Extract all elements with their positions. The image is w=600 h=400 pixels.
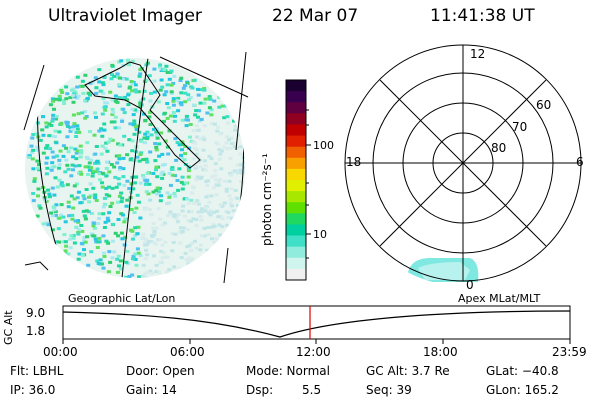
status-glon: GLon: 165.2 — [486, 383, 559, 397]
status-dsp-value: 5.5 — [302, 383, 322, 397]
altitude-curve — [62, 310, 571, 338]
instrument-title: Ultraviolet Imager — [48, 6, 202, 26]
altitude-timeline — [62, 305, 571, 344]
timeline-xtick: 18:00 — [423, 345, 458, 359]
mlt-label-0: 0 — [466, 278, 474, 292]
polar-plot — [344, 44, 582, 282]
timeline-ytick-bottom: 1.8 — [26, 324, 46, 338]
colorbar-unit-label: photon cm⁻²s⁻¹ — [260, 153, 274, 246]
colorbar — [285, 79, 311, 281]
lat-label-80: 80 — [491, 141, 507, 155]
timeline-xtick: 06:00 — [170, 345, 205, 359]
timeline-xtick: 23:59 — [552, 345, 587, 359]
status-dsp-label: Dsp: — [246, 383, 274, 397]
status-gc-alt: GC Alt: 3.7 Re — [366, 364, 450, 378]
colorbar-tick-10: 10 — [313, 228, 327, 241]
speckle-pattern — [26, 58, 245, 278]
timeline-xtick: 00:00 — [43, 345, 78, 359]
timeline-xtick: 12:00 — [296, 345, 331, 359]
timeline-ylabel: GC Alt — [2, 310, 15, 345]
timeline-left-title: Geographic Lat/Lon — [68, 292, 176, 305]
status-door: Door: Open — [126, 364, 195, 378]
status-seq: Seq: 39 — [366, 383, 412, 397]
mlt-label-6: 6 — [576, 155, 584, 169]
status-mode: Mode: Normal — [246, 364, 330, 378]
lat-label-70: 70 — [512, 120, 528, 134]
mlt-label-18: 18 — [346, 155, 362, 169]
colorbar-tick-100: 100 — [313, 139, 334, 152]
timeline-right-title: Apex MLat/MLT — [458, 292, 541, 305]
timeline-ytick-top: 9.0 — [26, 306, 46, 320]
time-label: 11:41:38 UT — [430, 6, 535, 26]
coastline — [84, 61, 201, 169]
geographic-image — [23, 51, 249, 284]
lat-label-60: 60 — [536, 98, 552, 112]
mlt-label-12: 12 — [470, 47, 486, 61]
status-ip: IP: 36.0 — [10, 383, 56, 397]
date-label: 22 Mar 07 — [272, 6, 359, 26]
status-gain: Gain: 14 — [126, 383, 177, 397]
status-glat: GLat: −40.8 — [486, 364, 559, 378]
meridian-line — [121, 58, 149, 278]
status-filter: Flt: LBHL — [10, 364, 64, 378]
